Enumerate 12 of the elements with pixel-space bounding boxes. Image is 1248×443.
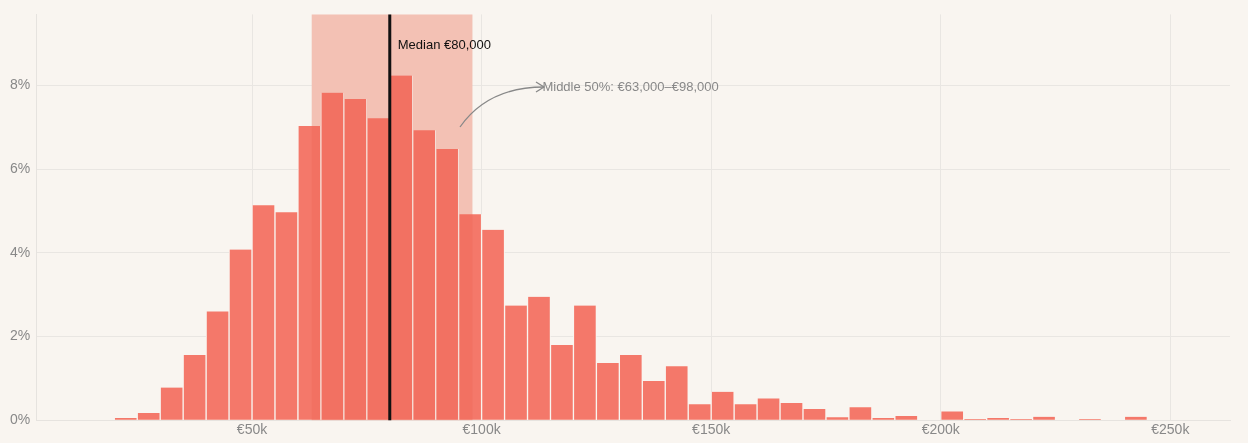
band-label: Middle 50%: €63,000–€98,000 — [542, 78, 719, 94]
y-tick-label: 2% — [10, 327, 31, 344]
x-tick-label: €200k — [921, 421, 961, 438]
y-tick-label: 8% — [10, 76, 31, 93]
x-tick-label: €150k — [692, 421, 732, 438]
ref-line-label: Median €80,000 — [397, 36, 492, 52]
x-tick-label: €50k — [236, 421, 269, 438]
x-tick-label: €250k — [1151, 421, 1191, 438]
x-tick-label: €100k — [462, 421, 502, 438]
y-tick-label: 6% — [10, 160, 31, 177]
y-tick-label: 4% — [10, 243, 31, 260]
y-tick-label: 0% — [10, 411, 31, 428]
